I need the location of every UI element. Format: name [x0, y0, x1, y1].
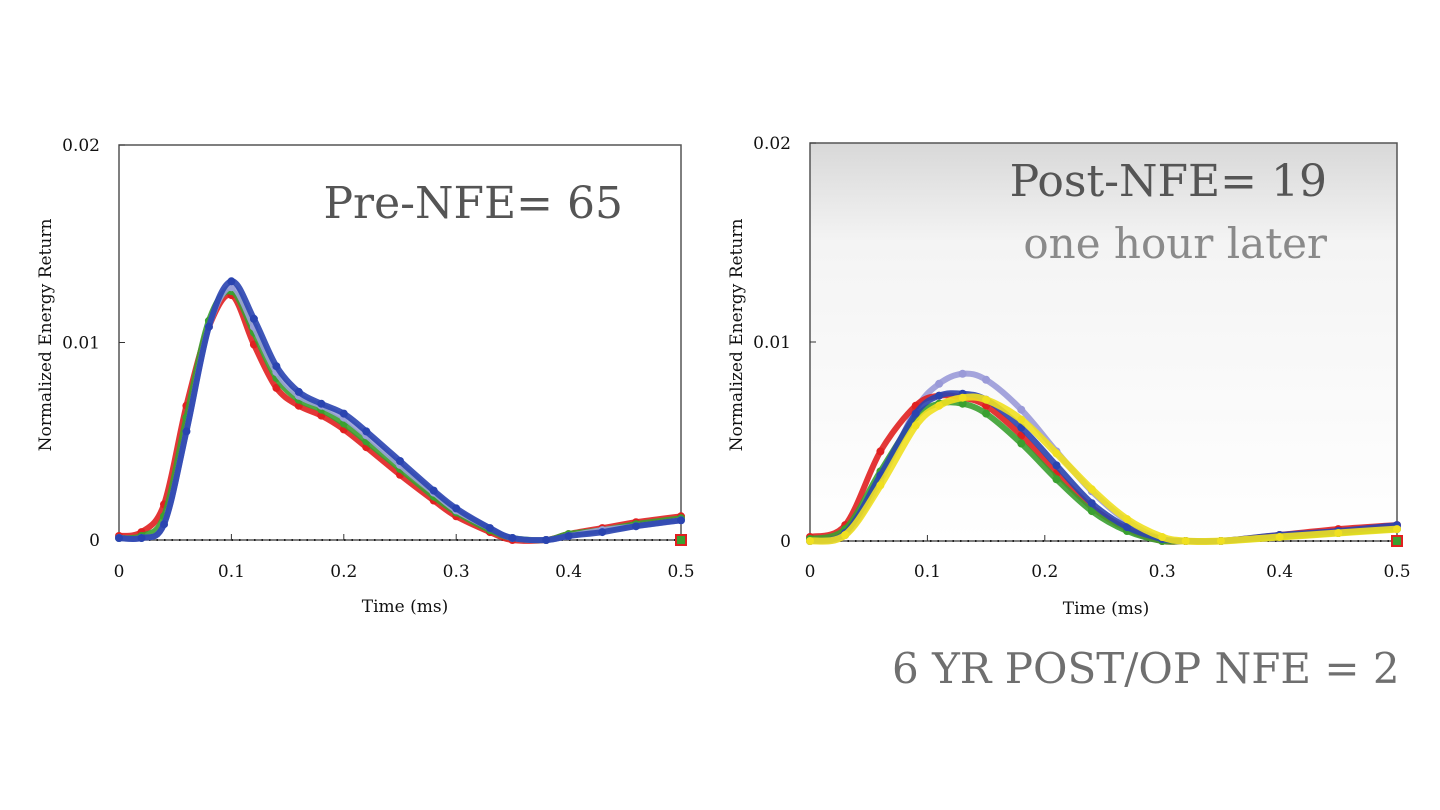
- data-point: [137, 534, 146, 542]
- end-marker: [675, 534, 687, 546]
- chart-subannotation: one hour later: [1023, 219, 1328, 268]
- y-tick-label: 0.01: [62, 334, 100, 354]
- data-point: [632, 522, 640, 531]
- data-point: [1017, 439, 1026, 448]
- data-point: [1087, 485, 1096, 494]
- footer-note: 6 YR POST/OP NFE = 2: [892, 644, 1400, 693]
- chart-pre-nfe: Pre-NFE= 65 0 0.1 0.2 0.3 0.4 0.5 0 0.01 0.02 Ti…: [36, 136, 695, 617]
- data-point: [115, 534, 123, 542]
- chart-annotation: Post-NFE= 19: [1010, 156, 1327, 207]
- data-point: [1123, 523, 1131, 532]
- data-point: [935, 391, 944, 400]
- data-point: [249, 314, 258, 323]
- chart-annotation: Pre-NFE= 65: [323, 178, 623, 229]
- y-tick-label: 0.02: [753, 134, 791, 154]
- data-point: [982, 409, 991, 418]
- data-point: [1017, 405, 1026, 414]
- data-point: [1052, 475, 1061, 484]
- data-point: [452, 504, 461, 513]
- data-point: [272, 383, 281, 392]
- data-point: [841, 531, 850, 539]
- data-point: [362, 427, 371, 436]
- data-point: [160, 520, 168, 529]
- data-point: [1158, 533, 1167, 541]
- data-point: [806, 537, 814, 545]
- data-point: [935, 401, 944, 410]
- data-point: [1017, 415, 1026, 424]
- x-tick-label: 0.4: [1266, 562, 1293, 582]
- x-tick-label: 0.3: [1149, 562, 1176, 582]
- data-point: [911, 409, 920, 418]
- data-point: [182, 427, 191, 436]
- y-axis-title: Normalized Energy Return: [727, 219, 747, 452]
- data-point: [958, 393, 967, 402]
- data-point: [294, 387, 303, 396]
- data-point: [982, 395, 991, 404]
- chart-post-nfe: Post-NFE= 19 one hour later 0 0.1 0.2 0.3 0.…: [727, 134, 1411, 619]
- y-tick-label: 0.02: [62, 136, 100, 156]
- data-point: [1275, 533, 1284, 541]
- data-point: [227, 277, 236, 286]
- data-point: [1216, 537, 1225, 545]
- x-tick-label: 0.5: [1383, 562, 1410, 582]
- x-tick-label: 0: [114, 562, 125, 582]
- x-tick-label: 0.2: [1031, 562, 1058, 582]
- data-point: [1087, 499, 1096, 508]
- y-tick-label: 0: [780, 532, 791, 552]
- data-point: [485, 524, 494, 533]
- data-point: [935, 379, 944, 388]
- x-tick-label: 0.2: [330, 562, 357, 582]
- data-point: [1334, 529, 1343, 537]
- x-tick-label: 0.4: [555, 562, 582, 582]
- data-point: [564, 532, 573, 540]
- data-point: [911, 421, 920, 430]
- data-point: [1087, 507, 1096, 516]
- data-point: [542, 536, 551, 544]
- x-tick-label: 0.1: [218, 562, 245, 582]
- data-point: [396, 457, 404, 465]
- x-tick-label: 0.3: [443, 562, 470, 582]
- data-point: [272, 362, 281, 371]
- data-point: [508, 534, 517, 542]
- y-tick-label: 0: [89, 531, 100, 551]
- y-axis-title: Normalized Energy Return: [36, 219, 56, 452]
- series-line: [116, 278, 684, 544]
- series-group: [115, 277, 687, 546]
- data-point: [677, 516, 685, 525]
- data-point: [958, 369, 967, 378]
- data-point: [204, 322, 213, 331]
- series-group: [806, 369, 1403, 547]
- data-point: [317, 399, 326, 408]
- tick-group: 0 0.1 0.2 0.3 0.4 0.5 0 0.01 0.02: [753, 134, 1410, 582]
- data-point: [1393, 525, 1401, 534]
- y-tick-label: 0.01: [753, 333, 791, 353]
- data-point: [958, 399, 967, 408]
- data-point: [1052, 461, 1061, 470]
- data-point: [1181, 537, 1190, 545]
- data-point: [429, 486, 438, 495]
- end-marker: [1391, 535, 1403, 547]
- data-point: [1123, 515, 1131, 524]
- data-point: [598, 528, 607, 537]
- x-axis-title: Time (ms): [1063, 599, 1149, 619]
- x-axis-title: Time (ms): [362, 597, 448, 617]
- data-point: [982, 375, 991, 384]
- data-point: [339, 409, 348, 418]
- x-tick-label: 0: [805, 562, 816, 582]
- x-tick-label: 0.5: [667, 562, 694, 582]
- data-point: [876, 481, 885, 490]
- x-tick-label: 0.1: [914, 562, 941, 582]
- data-point: [876, 447, 885, 456]
- data-point: [1052, 449, 1061, 458]
